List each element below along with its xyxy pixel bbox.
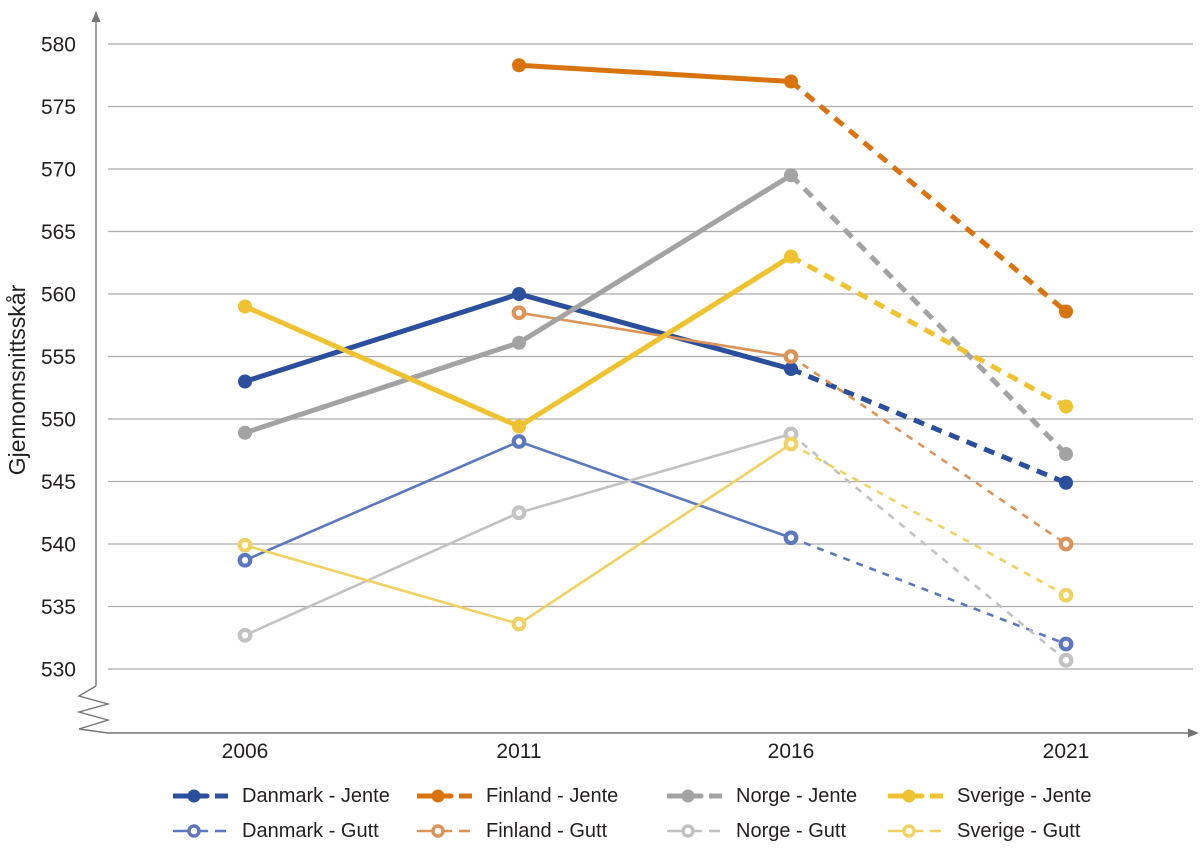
series-line-sverige-gutt-dashed: [790, 442, 1067, 597]
marker-norge-jente-2021: [1059, 447, 1073, 461]
series-line-sverige-gutt-solid: [243, 442, 793, 626]
x-tick-label-2011: 2011: [496, 740, 541, 763]
marker-finland-gutt-2016: [783, 349, 799, 364]
y-tick-label-560: 560: [41, 284, 76, 307]
series-line-finland-jente-dashed: [789, 79, 1068, 314]
x-tick-label-2006: 2006: [222, 740, 269, 763]
y-tick-label-545: 545: [41, 471, 76, 494]
marker-danmark-jente-2016: [784, 362, 798, 376]
marker-sverige-gutt-2021: [1058, 587, 1074, 603]
series-line-finland-jente-solid: [516, 62, 794, 84]
y-tick-label-540: 540: [41, 534, 76, 557]
marker-danmark-jente-2006: [238, 374, 252, 389]
marker-danmark-jente-2011: [512, 287, 526, 301]
marker-danmark-gutt-2016: [783, 530, 799, 546]
marker-norge-jente-2011: [512, 335, 526, 350]
series-line-norge-jente-solid: [242, 172, 794, 436]
marker-danmark-gutt-2021: [1058, 636, 1074, 652]
series-line-norge-gutt-dashed: [790, 432, 1067, 662]
marker-finland-gutt-2011: [511, 305, 527, 321]
y-axis-arrow-icon: [91, 11, 101, 22]
marker-norge-gutt-2011: [511, 505, 527, 521]
marker-sverige-jente-2011: [512, 419, 526, 434]
marker-finland-jente-2011: [512, 58, 526, 73]
x-axis-arrow-icon: [1188, 728, 1199, 738]
y-tick-label-530: 530: [41, 659, 76, 682]
marker-danmark-jente-2021: [1059, 475, 1073, 490]
marker-danmark-gutt-2006: [237, 552, 253, 568]
marker-norge-jente-2006: [238, 425, 252, 440]
x-tick-label-2021: 2021: [1043, 740, 1090, 763]
axis-break-zigzag: [76, 685, 1188, 734]
y-axis-title: Gjennomsnittsskår: [4, 284, 30, 476]
marker-finland-jente-2016: [784, 74, 798, 89]
marker-norge-jente-2016: [784, 168, 798, 183]
y-tick-label-575: 575: [41, 96, 76, 119]
marker-finland-jente-2021: [1059, 304, 1073, 319]
series-line-norge-jente-dashed: [789, 173, 1068, 456]
y-tick-label-580: 580: [41, 34, 76, 57]
y-tick-label-550: 550: [41, 409, 76, 432]
marker-norge-gutt-2006: [237, 627, 253, 643]
series-line-sverige-jente-dashed: [789, 254, 1068, 409]
marker-danmark-gutt-2011: [511, 434, 527, 449]
series-line-danmark-gutt-dashed: [790, 536, 1067, 646]
marker-sverige-gutt-2016: [783, 436, 799, 452]
x-tick-label-2016: 2016: [768, 740, 815, 763]
marker-sverige-jente-2016: [784, 249, 798, 264]
marker-sverige-gutt-2011: [511, 616, 527, 632]
series-line-danmark-jente-dashed: [790, 366, 1067, 486]
marker-finland-gutt-2021: [1058, 536, 1074, 552]
marker-sverige-gutt-2006: [237, 537, 253, 553]
y-tick-label-570: 570: [41, 159, 76, 182]
marker-norge-gutt-2021: [1058, 652, 1074, 668]
y-tick-label-565: 565: [41, 221, 76, 244]
marker-sverige-jente-2021: [1059, 399, 1073, 414]
series-line-danmark-gutt-solid: [243, 440, 793, 562]
y-tick-label-535: 535: [41, 596, 76, 619]
series-line-norge-gutt-solid: [243, 432, 793, 637]
y-tick-label-555: 555: [41, 346, 76, 369]
marker-sverige-jente-2006: [238, 299, 252, 314]
series-line-finland-gutt-solid: [517, 311, 793, 358]
